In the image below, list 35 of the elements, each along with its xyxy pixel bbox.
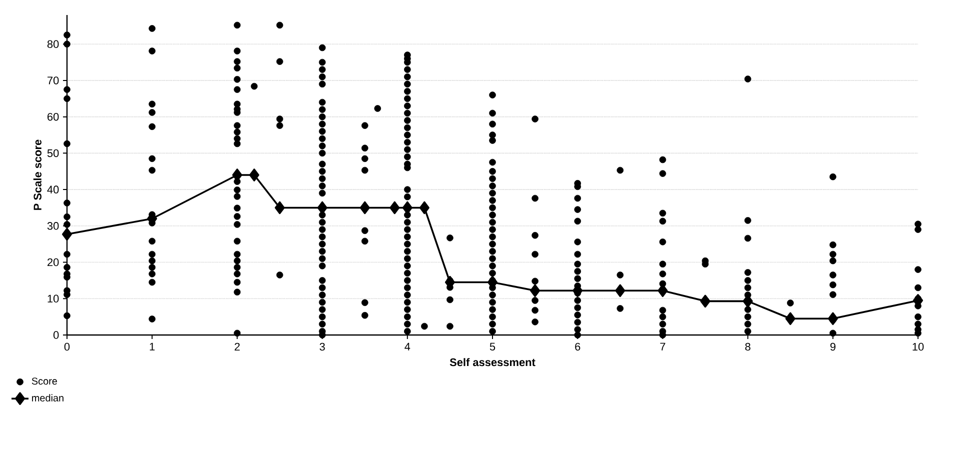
y-tick-label: 80 <box>47 40 59 48</box>
x-tick-label: 4 <box>404 342 410 350</box>
x-axis-title: Self assessment <box>450 358 536 366</box>
point <box>249 168 260 182</box>
point <box>274 201 285 214</box>
legend-label: Score <box>32 378 57 385</box>
x-tick-label: 3 <box>320 342 325 351</box>
x-tick-label: 10 <box>912 342 924 351</box>
x-tick-label: 8 <box>745 342 750 351</box>
point <box>390 201 400 214</box>
point <box>700 294 710 308</box>
x-tick-label: 1 <box>150 342 155 350</box>
y-tick-label: 50 <box>47 149 59 158</box>
y-tick-label: 20 <box>48 258 59 266</box>
x-tick-label: 6 <box>575 342 580 351</box>
point <box>360 201 370 214</box>
y-tick-label: 70 <box>48 76 59 84</box>
point <box>785 312 796 326</box>
x-tick-label: 7 <box>660 342 666 350</box>
y-axis-title: P Scale score <box>33 140 42 210</box>
point <box>62 228 72 241</box>
y-tick-label: 10 <box>48 294 59 303</box>
x-tick-label: 5 <box>490 342 496 350</box>
y-tick-label: 60 <box>48 112 59 121</box>
x-tick-label: 2 <box>234 342 240 351</box>
x-tick-label: 9 <box>830 342 836 351</box>
point <box>615 284 626 298</box>
y-tick-label: 0 <box>53 331 59 339</box>
y-tick-label: 40 <box>47 186 59 194</box>
legend-label: median <box>32 394 64 402</box>
point <box>828 312 838 326</box>
point <box>419 201 430 214</box>
y-tick-label: 30 <box>47 222 59 230</box>
x-tick-label: 0 <box>64 342 70 351</box>
point <box>658 284 668 298</box>
